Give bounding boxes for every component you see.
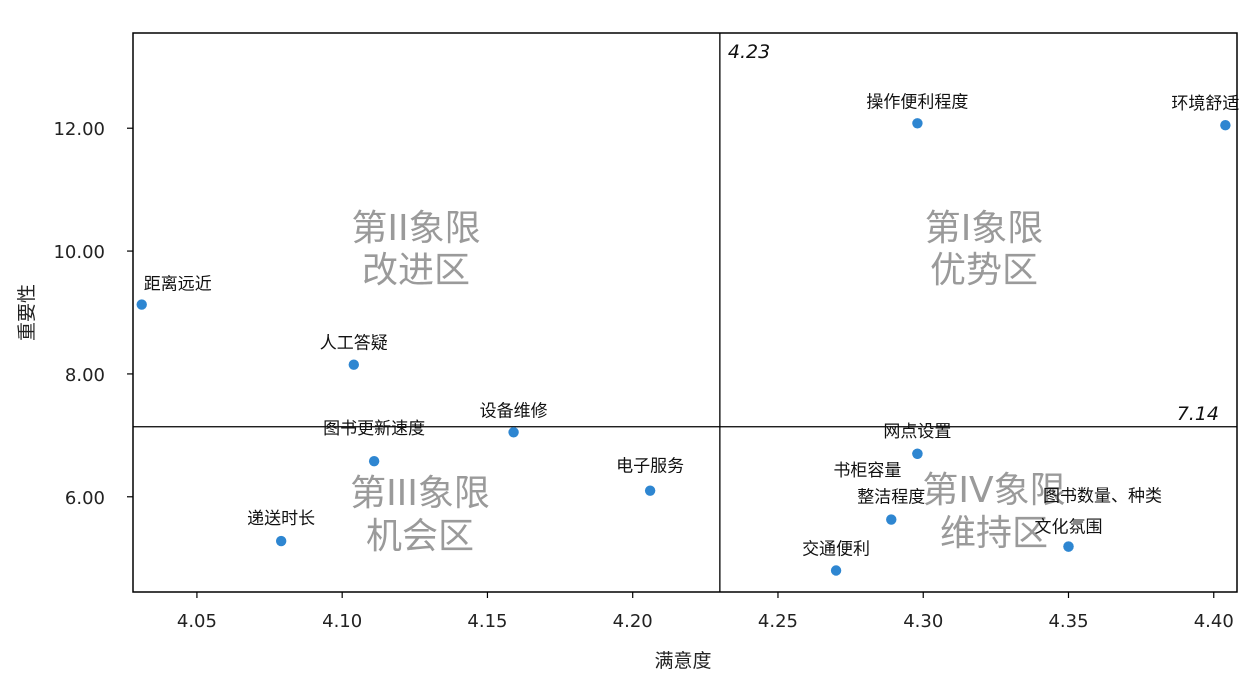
data-point [912, 118, 923, 129]
quadrant-subtitle: 机会区 [366, 516, 474, 557]
point-label: 网点设置 [883, 422, 951, 442]
quadrant-title: 第II象限 [351, 208, 480, 249]
point-label: 设备维修 [480, 401, 548, 421]
point-label: 递送时长 [247, 509, 315, 529]
x-tick-label: 4.30 [903, 611, 943, 632]
y-tick-label: 6.00 [65, 488, 105, 509]
x-tick-label: 4.15 [467, 611, 507, 632]
point-label: 图书数量、种类 [1043, 487, 1162, 507]
x-tick-label: 4.25 [758, 611, 798, 632]
point-label: 文化氛围 [1034, 518, 1102, 538]
data-point [1220, 119, 1231, 131]
point-label: 图书更新速度 [323, 419, 425, 439]
quadrant-subtitle: 优势区 [930, 250, 1038, 291]
horizontal-reference-label: 7.14 [1177, 403, 1219, 425]
data-points [136, 118, 1231, 576]
quadrant-title: 第III象限 [350, 473, 490, 514]
quadrant-title: 第I象限 [925, 208, 1044, 249]
y-tick-label: 12.00 [53, 119, 105, 140]
point-label: 整洁程度 [857, 488, 925, 508]
quadrant-title: 第IV象限 [922, 470, 1065, 511]
data-point [644, 485, 656, 496]
x-tick-label: 4.05 [177, 611, 217, 632]
data-point [368, 455, 380, 467]
x-tick-label: 4.20 [613, 611, 653, 632]
point-label: 操作便利程度 [866, 92, 968, 112]
quadrant-subtitle: 维持区 [940, 513, 1048, 554]
point-label: 人工答疑 [320, 334, 388, 354]
point-label: 书柜容量 [833, 461, 901, 481]
y-tick-label: 8.00 [65, 365, 105, 386]
data-point [830, 565, 842, 576]
y-tick-label: 10.00 [53, 242, 105, 263]
data-point [886, 514, 897, 525]
y-axis-ticks: 6.00 8.00 10.00 12.00 [53, 119, 133, 509]
reference-lines: 4.23 7.14 [133, 33, 1237, 592]
x-axis-title: 满意度 [654, 650, 711, 672]
point-label: 电子服务 [616, 457, 684, 477]
data-point [1063, 541, 1074, 552]
quadrant-subtitle: 改进区 [362, 250, 470, 291]
point-label: 距离远近 [144, 275, 212, 295]
x-tick-label: 4.40 [1194, 611, 1234, 632]
x-tick-label: 4.10 [322, 611, 362, 632]
point-label: 交通便利 [802, 540, 870, 560]
y-axis-title: 重要性 [16, 284, 38, 341]
vertical-reference-label: 4.23 [728, 41, 770, 63]
data-point [912, 448, 923, 459]
point-label: 环境舒适 [1171, 94, 1239, 114]
data-point [136, 299, 147, 310]
plot-area-frame [132, 32, 1238, 593]
x-axis-ticks: 4.05 4.10 4.15 4.20 4.25 4.30 4.35 4.40 [177, 592, 1234, 632]
data-point [348, 359, 359, 370]
data-point [508, 427, 519, 438]
x-tick-label: 4.35 [1048, 611, 1088, 632]
data-point [275, 535, 287, 547]
